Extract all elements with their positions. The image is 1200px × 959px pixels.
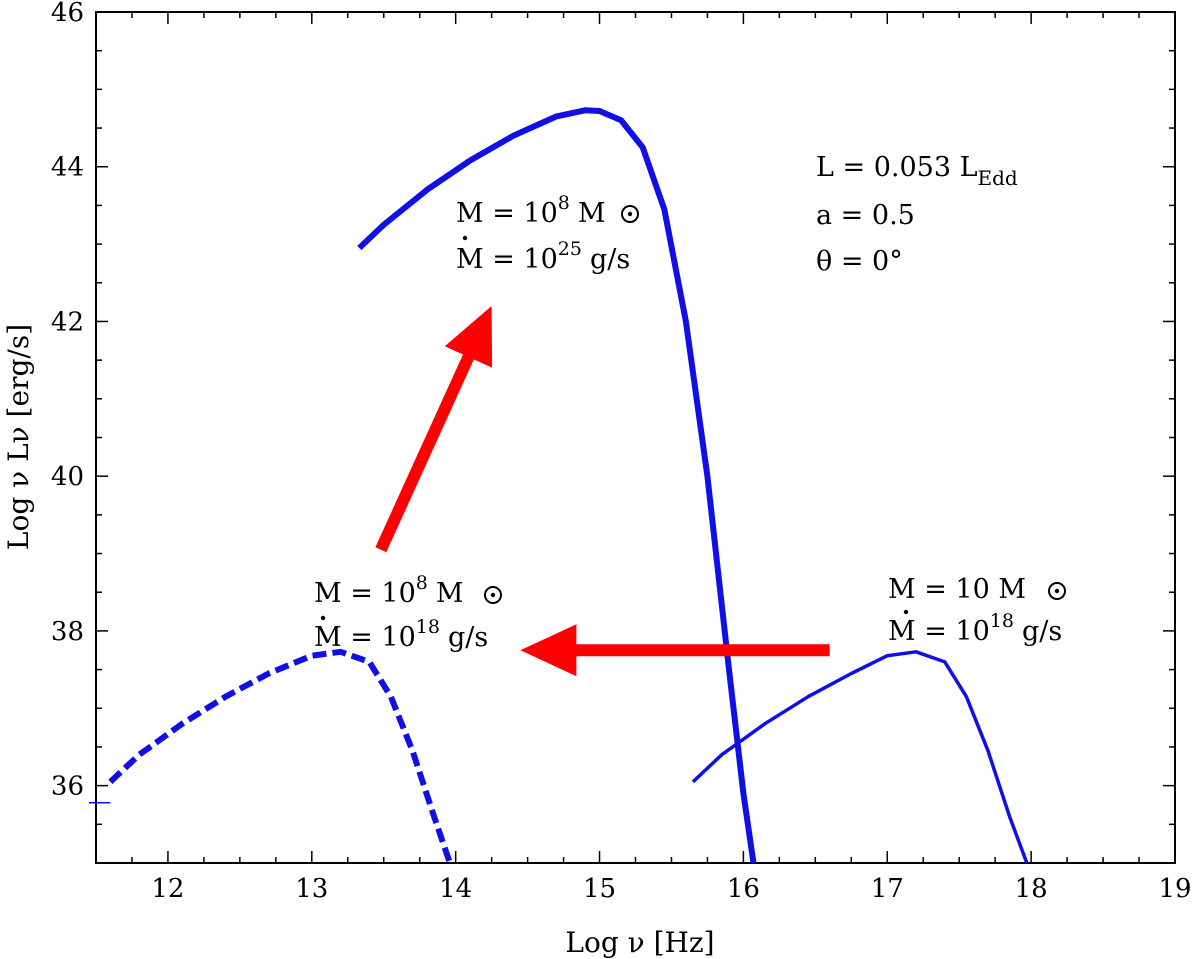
y-tick-label: 38 xyxy=(51,617,84,647)
x-tick-label: 16 xyxy=(727,874,760,904)
sun-symbol-icon xyxy=(484,586,502,604)
annotation-agn-low-mdot: M = 1018 g/s xyxy=(314,616,488,653)
annotation-agn-low-mass: M = 108 M xyxy=(314,572,464,609)
x-tick-label: 19 xyxy=(1158,874,1191,904)
x-tick-label: 15 xyxy=(583,874,616,904)
y-tick-label: 42 xyxy=(51,307,84,337)
annotation-inclination: θ = 0° xyxy=(816,246,903,277)
y-tick-label: 40 xyxy=(51,462,84,492)
sun-symbol-icon xyxy=(621,205,639,223)
y-axis-title: Log ν Lν [erg/s] xyxy=(2,324,35,550)
annotation-xrb-mass: M = 10 M xyxy=(888,574,1026,605)
agn-mdot-exponent: 25 xyxy=(558,238,582,260)
annotation-agn-mdot: M = 1025 g/s xyxy=(456,238,630,275)
x-tick-label: 12 xyxy=(151,874,184,904)
y-tick-label: 36 xyxy=(51,772,84,802)
arrow-layer xyxy=(375,306,830,677)
annotation-xrb-mdot: M = 1018 g/s xyxy=(888,610,1062,647)
series-line-agn-high xyxy=(357,107,757,864)
agn-low-mdot-exponent: 18 xyxy=(416,616,440,638)
annotation-agn-mass: M = 108 M xyxy=(456,192,606,229)
arrow-diagonal xyxy=(375,306,493,553)
y-tick-label: 44 xyxy=(51,153,84,183)
x-tick-label: 18 xyxy=(1015,874,1048,904)
y-tick-label: 46 xyxy=(51,0,84,28)
mdot-dot-icon xyxy=(320,615,326,621)
series-layer xyxy=(88,107,1029,864)
series-line-xrb xyxy=(691,650,1029,864)
annotation-spin: a = 0.5 xyxy=(816,200,915,231)
ticks: 12 13 14 15 16 17 18 19 36 38 40 42 44 46 xyxy=(51,0,1192,904)
mdot-dot-icon xyxy=(903,609,909,615)
x-tick-label: 14 xyxy=(439,874,472,904)
x-axis-title: Log ν [Hz] xyxy=(565,926,714,959)
mdot-dot-icon xyxy=(462,235,468,241)
x-tick-label: 17 xyxy=(871,874,904,904)
arrow-horizontal xyxy=(520,624,830,677)
sun-symbol-icon xyxy=(1048,582,1066,600)
series-line-agn-low xyxy=(108,648,453,864)
agn-mass-exponent: 8 xyxy=(558,192,570,214)
xrb-mdot-exponent: 18 xyxy=(990,610,1014,632)
x-tick-label: 13 xyxy=(295,874,328,904)
annotation-luminosity: L = 0.053 LEdd xyxy=(816,152,1018,190)
agn-low-mass-exponent: 8 xyxy=(416,572,428,594)
edd-subscript: Edd xyxy=(978,166,1018,190)
